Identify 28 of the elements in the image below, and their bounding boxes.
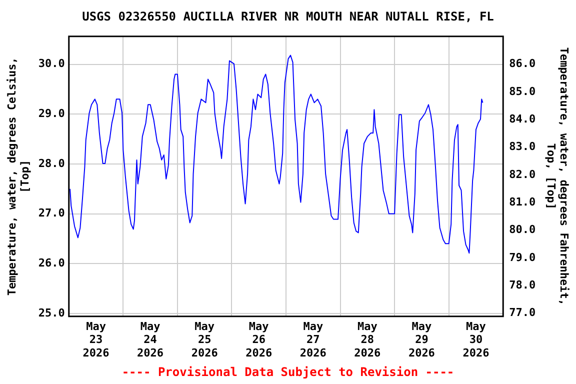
y2-tick-label: 86.0	[509, 57, 536, 70]
y-tick-label: 25.0	[38, 306, 65, 320]
y2-tick-label: 78.0	[509, 278, 536, 292]
y-tick-label: 29.0	[38, 106, 65, 120]
y2-tick-label: 79.0	[509, 250, 536, 264]
x-tick-label: May 26 2026	[246, 320, 272, 360]
x-tick-label: May 25 2026	[191, 320, 218, 360]
y-tick-label: 30.0	[38, 57, 65, 70]
y-tick-label: 27.0	[38, 206, 65, 220]
text: ---- Provisional Data Subject to Revision ----	[120, 364, 456, 380]
y2-tick-label: 85.0	[509, 84, 536, 98]
chart-title: USGS 02326550 AUCILLA RIVER NR MOUTH NEAR NUTALL RISE, FL	[82, 9, 494, 24]
x-tick-label: May 27 2026	[300, 320, 327, 360]
y2-tick-label: 81.0	[509, 196, 536, 209]
y-tick-label: 28.0	[38, 156, 65, 170]
x-tick-label: May 29 2026	[408, 320, 436, 360]
y2-tick-label: 84.0	[509, 112, 536, 126]
x-tick-label: May 24 2026	[137, 320, 164, 360]
x-tick-label: May 30 2026	[462, 320, 490, 360]
x-tick-label: May 28 2026	[354, 320, 382, 360]
y2-tick-label: 82.0	[509, 168, 536, 181]
y2-tick-label: 80.0	[509, 223, 536, 236]
y2-axis-title: Temperature, water, degrees Fahrenheit, Top, [Top]	[544, 47, 571, 306]
y2-tick-label: 77.0	[509, 306, 536, 320]
y2-tick-label: 83.0	[509, 140, 536, 154]
y-axis-title: Temperature, water, degrees Celsius, [Top]	[5, 57, 32, 296]
y-tick-label: 26.0	[38, 256, 65, 270]
x-tick-label: May 23 2026	[82, 320, 110, 360]
